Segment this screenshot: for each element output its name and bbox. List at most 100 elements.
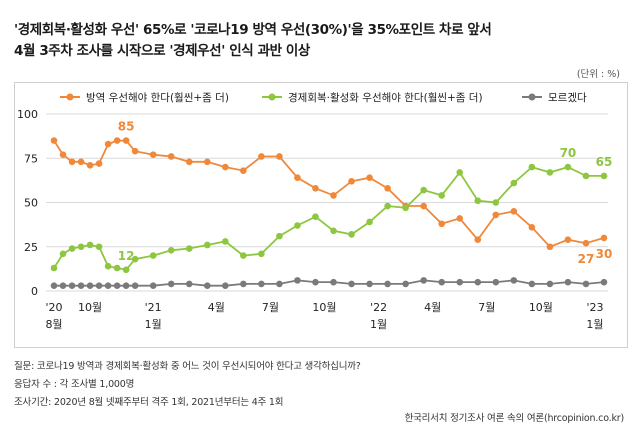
data-point-unknown-26 [438,278,446,286]
data-point-economy-16 [258,250,265,258]
data-point-quarantine-9 [131,147,139,155]
data-point-unknown-29 [492,278,500,286]
data-point-quarantine-28 [474,236,482,243]
data-point-unknown-5 [95,282,103,289]
data-point-quarantine-8 [122,137,130,144]
data-point-quarantine-34 [582,239,590,247]
x-tick-sublabel-0: 8월 [45,318,62,331]
data-point-quarantine-23 [384,185,391,192]
legend-label-economy: 경제회복·활성화 우선해야 한다(훨씬+좀 더) [288,91,483,104]
data-point-economy-14 [222,238,229,245]
data-point-quarantine-3 [77,158,85,166]
data-point-economy-17 [276,232,283,240]
data-point-quarantine-15 [240,167,247,174]
series-lines [50,137,608,289]
x-tick-label-5: 10월 [312,301,336,314]
data-point-unknown-31 [528,280,536,288]
data-point-unknown-13 [203,282,211,289]
data-point-economy-20 [330,227,337,235]
legend-label-unknown: 모르겠다 [548,92,587,104]
chart-frame [14,82,628,348]
x-tick-sublabel-6: 1월 [370,318,387,331]
x-tick-label-0: '20 [45,301,62,314]
data-point-unknown-19 [312,278,319,286]
survey-question: 질문: 코로나19 방역과 경제회복·활성화 중 어느 것이 우선시되어야 한다… [14,361,361,372]
data-point-quarantine-11 [167,153,175,160]
series-line-quarantine [53,139,605,248]
data-point-unknown-10 [149,282,157,289]
data-point-unknown-16 [258,280,265,288]
data-point-unknown-0 [50,282,58,289]
data-point-quarantine-31 [528,223,536,231]
y-tick-label-0: 0 [31,285,38,298]
data-point-quarantine-1 [59,151,67,159]
data-point-unknown-12 [185,280,193,288]
data-point-unknown-25 [420,277,427,284]
x-tick-label-7: 4월 [424,301,441,314]
data-point-unknown-27 [456,278,464,286]
data-point-quarantine-32 [546,243,554,251]
data-point-economy-8 [122,266,130,274]
chart-title: '경제회복·활성화 우선' 65%로 '코로나19 방역 우선(30%)'을 3… [14,20,626,62]
data-point-unknown-8 [122,282,130,289]
data-point-unknown-21 [348,280,355,288]
data-point-economy-6 [104,262,112,270]
data-label-quarantine-5: 30 [596,247,613,261]
x-tick-label-4: 7월 [262,301,279,314]
data-point-quarantine-35 [600,234,608,242]
data-point-unknown-3 [77,282,85,289]
data-point-quarantine-26 [438,220,446,228]
data-point-unknown-18 [294,277,301,284]
data-point-economy-13 [203,241,211,249]
title-line-2: 4월 3주차 조사를 시작으로 '경제우선' 인식 과반 이상 [14,43,310,59]
data-point-economy-34 [582,172,590,180]
data-point-economy-0 [50,264,58,272]
legend-swatch-marker-unknown [528,93,536,101]
data-point-economy-23 [384,202,391,210]
data-label-economy-1: 12 [118,249,135,263]
data-point-economy-28 [474,197,482,205]
legend-swatch-marker-economy [268,93,276,101]
data-point-economy-4 [86,241,94,249]
data-point-unknown-6 [104,282,112,289]
data-point-economy-11 [167,246,175,254]
data-point-unknown-11 [167,280,175,288]
data-point-quarantine-13 [203,158,211,166]
data-point-economy-33 [564,163,572,171]
title-line-1: '경제회복·활성화 우선' 65%로 '코로나19 방역 우선(30%)'을 3… [14,22,492,38]
data-point-unknown-22 [366,280,373,288]
data-point-economy-3 [77,243,85,251]
data-point-economy-31 [528,163,536,171]
data-point-economy-1 [59,250,67,258]
data-point-unknown-17 [276,280,283,288]
data-point-unknown-30 [510,277,518,284]
data-point-unknown-15 [240,280,247,288]
data-point-quarantine-10 [149,151,157,159]
data-point-unknown-14 [222,282,229,289]
data-point-unknown-9 [131,282,139,289]
data-point-quarantine-22 [366,174,373,182]
data-point-economy-5 [95,243,103,251]
y-tick-label-50: 50 [24,197,38,210]
data-point-quarantine-27 [456,215,464,222]
data-point-unknown-2 [68,282,76,289]
y-tick-label-75: 75 [24,152,38,165]
data-point-economy-9 [131,255,139,263]
series-line-economy [53,166,604,271]
data-point-economy-22 [366,218,373,226]
y-tick-label-100: 100 [17,108,38,121]
grid-lines [46,113,608,292]
data-point-quarantine-2 [68,158,76,166]
data-point-economy-12 [185,245,193,252]
data-point-quarantine-0 [50,137,58,144]
legend-swatch-marker-quarantine [66,93,74,101]
data-point-quarantine-16 [258,153,265,160]
data-point-unknown-4 [86,282,94,289]
data-point-quarantine-7 [113,137,121,144]
y-tick-label-25: 25 [24,241,38,254]
data-point-economy-27 [456,169,464,176]
data-point-unknown-24 [402,280,409,288]
data-label-economy-3: 65 [596,155,613,169]
sample-size: 응답자 수 : 각 조사별 1,000명 [14,379,135,390]
